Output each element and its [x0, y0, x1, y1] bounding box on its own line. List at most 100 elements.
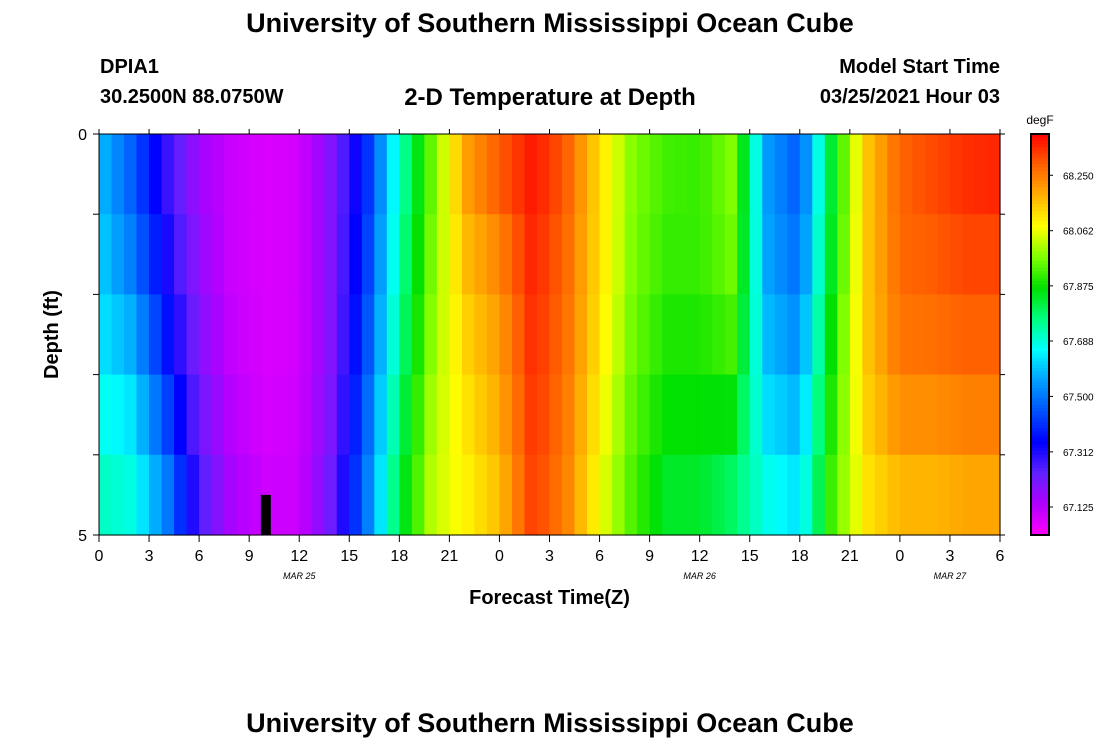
heatmap-cell	[411, 454, 425, 536]
heatmap-cell	[774, 294, 788, 376]
heatmap-cell	[574, 134, 588, 215]
heatmap-cell	[411, 294, 425, 376]
heatmap-cell	[286, 134, 300, 215]
heatmap-cell	[824, 134, 838, 215]
model-start-label: Model Start Time	[839, 56, 1000, 78]
heatmap-cell	[386, 294, 400, 376]
colorbar-step	[1031, 284, 1049, 289]
heatmap-cell	[274, 454, 288, 536]
heatmap-cell	[662, 214, 676, 295]
colorbar-step	[1031, 247, 1049, 252]
heatmap-cell	[974, 374, 989, 456]
heatmap-cell	[349, 294, 363, 376]
colorbar-step	[1031, 244, 1049, 249]
heatmap-cell	[461, 294, 476, 376]
heatmap-cell	[99, 294, 113, 376]
heatmap-cell	[424, 374, 438, 456]
heatmap-cell	[236, 454, 250, 536]
heatmap-cell	[374, 454, 388, 536]
heatmap-cell	[299, 214, 313, 295]
x-tick-label: 6	[996, 548, 1005, 565]
x-tick-label: 21	[440, 548, 458, 565]
heatmap-cell	[149, 454, 163, 536]
heatmap-cell	[261, 214, 275, 295]
heatmap-cell	[199, 374, 213, 456]
heatmap-cell	[674, 374, 688, 456]
heatmap-cell	[286, 294, 300, 376]
colorbar-step	[1031, 287, 1049, 292]
heatmap-cell	[687, 374, 701, 456]
heatmap-cell	[824, 374, 838, 456]
heatmap-cell	[149, 374, 163, 456]
heatmap-cell	[161, 374, 175, 456]
y-axis: 05	[78, 127, 1005, 545]
heatmap-cell	[674, 454, 688, 536]
heatmap-cell	[599, 214, 613, 295]
x-tick-label: 0	[495, 548, 504, 565]
colorbar-step	[1031, 314, 1049, 319]
colorbar-step	[1031, 491, 1049, 496]
heatmap-cell	[249, 134, 263, 215]
heatmap-cell	[349, 134, 363, 215]
heatmap-cell	[787, 374, 801, 456]
heatmap-cell	[724, 214, 738, 295]
colorbar-step	[1031, 324, 1049, 329]
heatmap-cell	[799, 374, 813, 456]
colorbar-step	[1031, 291, 1049, 295]
heatmap-cell	[862, 294, 876, 376]
heatmap-cell	[299, 374, 313, 456]
heatmap-cell	[474, 214, 488, 295]
colorbar-step	[1031, 207, 1049, 212]
heatmap-cell	[899, 214, 913, 295]
colorbar-step	[1031, 374, 1049, 379]
heatmap-cell	[699, 454, 713, 536]
heatmap-cell	[386, 134, 400, 215]
colorbar-step	[1031, 344, 1049, 349]
heatmap-cell	[649, 294, 663, 376]
heatmap-cell	[286, 374, 300, 456]
heatmap-cell	[461, 454, 476, 536]
heatmap-cell	[837, 454, 851, 536]
chart-subtitle: 2-D Temperature at Depth	[404, 84, 696, 111]
heatmap-cell	[949, 454, 964, 536]
heatmap-cell	[849, 134, 863, 215]
heatmap-cell	[336, 374, 350, 456]
colorbar-step	[1031, 521, 1049, 526]
heatmap-cell	[361, 374, 375, 456]
heatmap-cell	[962, 214, 976, 295]
heatmap-cell	[349, 214, 363, 295]
colorbar-step	[1031, 164, 1049, 169]
heatmap-cell	[624, 134, 638, 215]
heatmap-cell	[637, 134, 651, 215]
heatmap-cell	[987, 134, 1001, 215]
colorbar-step	[1031, 341, 1049, 346]
colorbar-step	[1031, 184, 1049, 189]
heatmap-cell	[637, 454, 651, 536]
heatmap-cell	[587, 454, 601, 536]
colorbar-step	[1031, 140, 1049, 145]
heatmap-cell	[574, 454, 588, 536]
heatmap-cell	[887, 374, 901, 456]
heatmap-cell	[974, 454, 989, 536]
colorbar-step	[1031, 271, 1049, 275]
colorbar-step	[1031, 297, 1049, 302]
heatmap-cell	[712, 214, 726, 295]
heatmap-cell	[199, 134, 213, 215]
heatmap-cell	[186, 374, 200, 456]
heatmap-cell	[962, 454, 976, 536]
colorbar-step	[1031, 220, 1049, 225]
heatmap-cell	[737, 294, 751, 376]
heatmap-cell	[536, 134, 551, 215]
heatmap-cell	[912, 454, 926, 536]
heatmap-cell	[461, 374, 476, 456]
heatmap-cell	[124, 454, 138, 536]
heatmap-cell	[136, 134, 150, 215]
heatmap-cell	[687, 294, 701, 376]
heatmap-cell	[161, 454, 175, 536]
heatmap-cell	[136, 294, 150, 376]
heatmap-cell	[762, 214, 776, 295]
heatmap-cell	[324, 454, 338, 536]
colorbar-step	[1031, 180, 1049, 185]
heatmap-cell	[899, 294, 913, 376]
heatmap-cell	[261, 134, 275, 215]
